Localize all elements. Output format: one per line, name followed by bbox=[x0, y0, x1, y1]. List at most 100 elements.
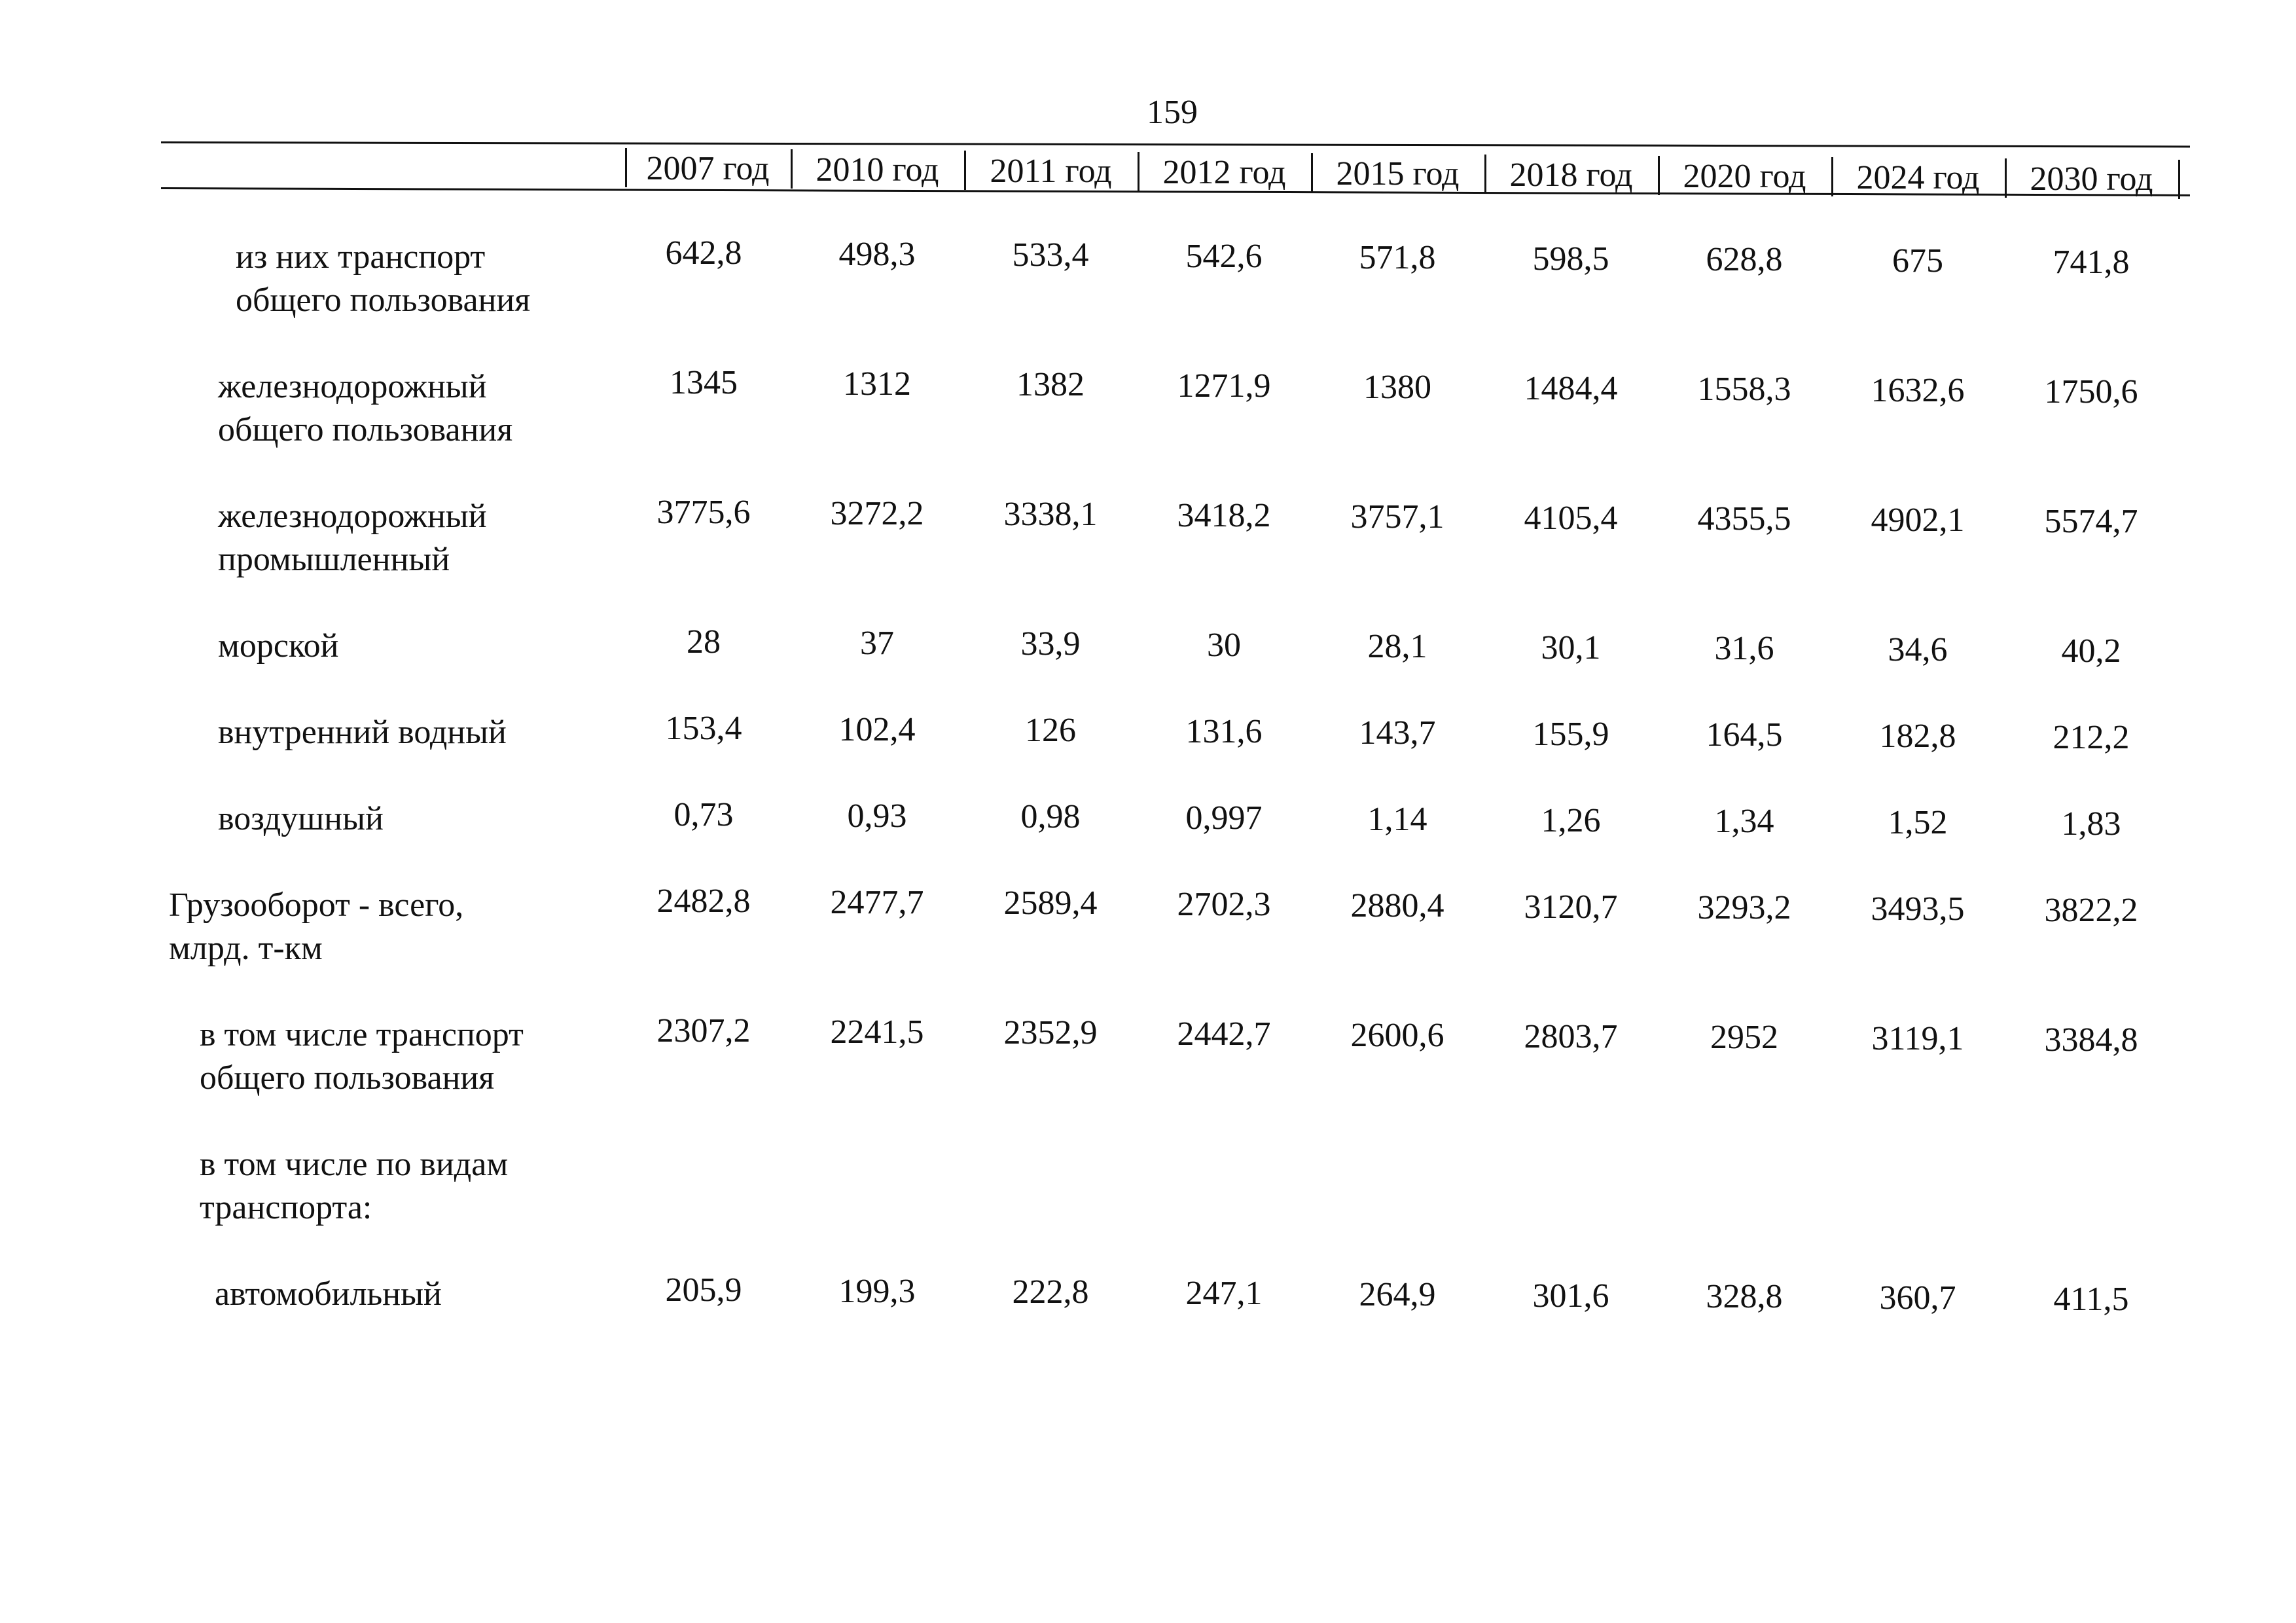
column-header: 2024 год bbox=[1856, 159, 1980, 196]
table-cell: 1382 bbox=[1016, 366, 1085, 403]
table-cell: 205,9 bbox=[665, 1271, 742, 1309]
header-column-divider bbox=[1658, 156, 1660, 195]
table-cell: 542,6 bbox=[1185, 238, 1263, 275]
header-column-divider bbox=[2178, 160, 2180, 199]
row-label: железнодорожный промышленный bbox=[218, 495, 487, 581]
table-cell: 3338,1 bbox=[1003, 496, 1098, 533]
table-cell: 3119,1 bbox=[1871, 1020, 1964, 1057]
table-cell: 2307,2 bbox=[656, 1012, 751, 1049]
table-cell: 1,26 bbox=[1541, 802, 1601, 839]
table-cell: 1345 bbox=[670, 364, 738, 401]
row-label-line: морской bbox=[218, 627, 339, 665]
header-column-divider bbox=[1138, 152, 1139, 191]
row-label-line: внутренний водный bbox=[218, 714, 507, 751]
table-cell: 3757,1 bbox=[1350, 498, 1444, 536]
header-column-divider bbox=[791, 149, 793, 189]
table-cell: 155,9 bbox=[1532, 716, 1609, 753]
table-cell: 247,1 bbox=[1185, 1275, 1263, 1312]
table-cell: 2442,7 bbox=[1177, 1015, 1271, 1053]
table-cell: 126 bbox=[1025, 712, 1076, 749]
table-cell: 301,6 bbox=[1532, 1277, 1609, 1315]
table-cell: 1,34 bbox=[1714, 803, 1774, 840]
column-header: 2015 год bbox=[1336, 155, 1460, 192]
header-column-divider bbox=[2005, 158, 2007, 198]
row-label-line: железнодорожный bbox=[218, 368, 487, 405]
table-cell: 164,5 bbox=[1706, 716, 1783, 754]
table-cell: 28 bbox=[687, 623, 721, 661]
row-label-line: общего пользования bbox=[236, 282, 531, 319]
table-cell: 143,7 bbox=[1359, 714, 1436, 752]
header-column-divider bbox=[1484, 155, 1486, 194]
table-cell: 102,4 bbox=[838, 711, 916, 748]
column-header: 2030 год bbox=[2030, 160, 2153, 198]
header-top-rule bbox=[160, 141, 2190, 148]
table-cell: 360,7 bbox=[1879, 1279, 1956, 1317]
table-cell: 2482,8 bbox=[656, 883, 751, 920]
table-cell: 328,8 bbox=[1706, 1278, 1783, 1315]
row-label-line: промышленный bbox=[218, 541, 450, 578]
column-header: 2007 год bbox=[646, 150, 770, 187]
row-label-line: в том числе транспорт bbox=[200, 1016, 524, 1053]
table-cell: 33,9 bbox=[1020, 625, 1081, 663]
table-cell: 3293,2 bbox=[1697, 889, 1791, 926]
page-number: 159 bbox=[1147, 94, 1198, 131]
table-cell: 212,2 bbox=[2053, 719, 2130, 756]
row-label-line: железнодорожный bbox=[218, 498, 487, 535]
table-cell: 411,5 bbox=[2053, 1281, 2129, 1318]
column-header: 2020 год bbox=[1683, 158, 1806, 195]
table-cell: 0,73 bbox=[673, 796, 734, 833]
table-cell: 1632,6 bbox=[1871, 372, 1965, 409]
column-header: 2012 год bbox=[1162, 154, 1286, 191]
table-cell: 4902,1 bbox=[1871, 501, 1965, 539]
table-cell: 675 bbox=[1892, 242, 1943, 280]
table-cell: 3272,2 bbox=[830, 495, 924, 532]
table-cell: 2589,4 bbox=[1003, 884, 1098, 922]
row-label: в том числе по видам транспорта: bbox=[200, 1143, 508, 1230]
table-cell: 571,8 bbox=[1359, 239, 1436, 276]
header-column-divider bbox=[964, 151, 966, 190]
table-cell: 3775,6 bbox=[656, 494, 751, 531]
row-label-line: воздушный bbox=[218, 800, 384, 837]
table-cell: 2803,7 bbox=[1524, 1018, 1618, 1055]
table-cell: 533,4 bbox=[1012, 236, 1089, 274]
table-header: 2007 год 2010 год 2011 год 2012 год 2015 год… bbox=[625, 148, 2183, 204]
table-cell: 3120,7 bbox=[1524, 888, 1618, 926]
table-cell: 199,3 bbox=[838, 1273, 916, 1310]
table-cell: 30,1 bbox=[1541, 629, 1601, 666]
table-cell: 264,9 bbox=[1359, 1276, 1436, 1313]
table-cell: 741,8 bbox=[2053, 244, 2130, 281]
table-cell: 1380 bbox=[1363, 369, 1431, 406]
table-cell: 3822,2 bbox=[2044, 892, 2138, 929]
table-cell: 222,8 bbox=[1012, 1273, 1089, 1311]
table-cell: 1271,9 bbox=[1177, 367, 1271, 405]
table-cell: 31,6 bbox=[1714, 630, 1774, 667]
row-label: из них транспорт общего пользования bbox=[236, 236, 530, 322]
table-cell: 28,1 bbox=[1367, 628, 1427, 665]
table-cell: 498,3 bbox=[838, 236, 916, 273]
table-cell: 642,8 bbox=[665, 234, 742, 272]
table-cell: 1,52 bbox=[1888, 804, 1948, 841]
row-label: воздушный bbox=[218, 797, 384, 841]
column-header: 2010 год bbox=[816, 151, 939, 189]
table-cell: 5574,7 bbox=[2044, 503, 2138, 540]
table-cell: 37 bbox=[860, 625, 894, 662]
table-cell: 153,4 bbox=[665, 710, 742, 747]
row-label: в том числе транспорт общего пользования bbox=[200, 1013, 524, 1100]
table-cell: 2241,5 bbox=[830, 1013, 924, 1051]
table-cell: 131,6 bbox=[1185, 713, 1263, 750]
row-label-line: Грузооборот - всего, bbox=[169, 886, 464, 924]
table-cell: 3493,5 bbox=[1871, 890, 1965, 928]
table-cell: 598,5 bbox=[1532, 240, 1609, 278]
column-header: 2018 год bbox=[1509, 156, 1633, 194]
row-label: автомобильный bbox=[215, 1273, 442, 1316]
table-cell: 2352,9 bbox=[1003, 1014, 1098, 1051]
table-cell: 1312 bbox=[843, 365, 911, 403]
table-cell: 0,997 bbox=[1185, 799, 1263, 837]
table-cell: 0,98 bbox=[1020, 798, 1081, 835]
row-label: железнодорожный общего пользования bbox=[218, 365, 512, 452]
column-header: 2011 год bbox=[990, 153, 1112, 190]
table-cell: 1,14 bbox=[1367, 801, 1427, 838]
table-cell: 1558,3 bbox=[1697, 371, 1791, 408]
table-cell: 30 bbox=[1207, 627, 1241, 664]
row-label-line: в том числе по видам bbox=[200, 1146, 509, 1183]
